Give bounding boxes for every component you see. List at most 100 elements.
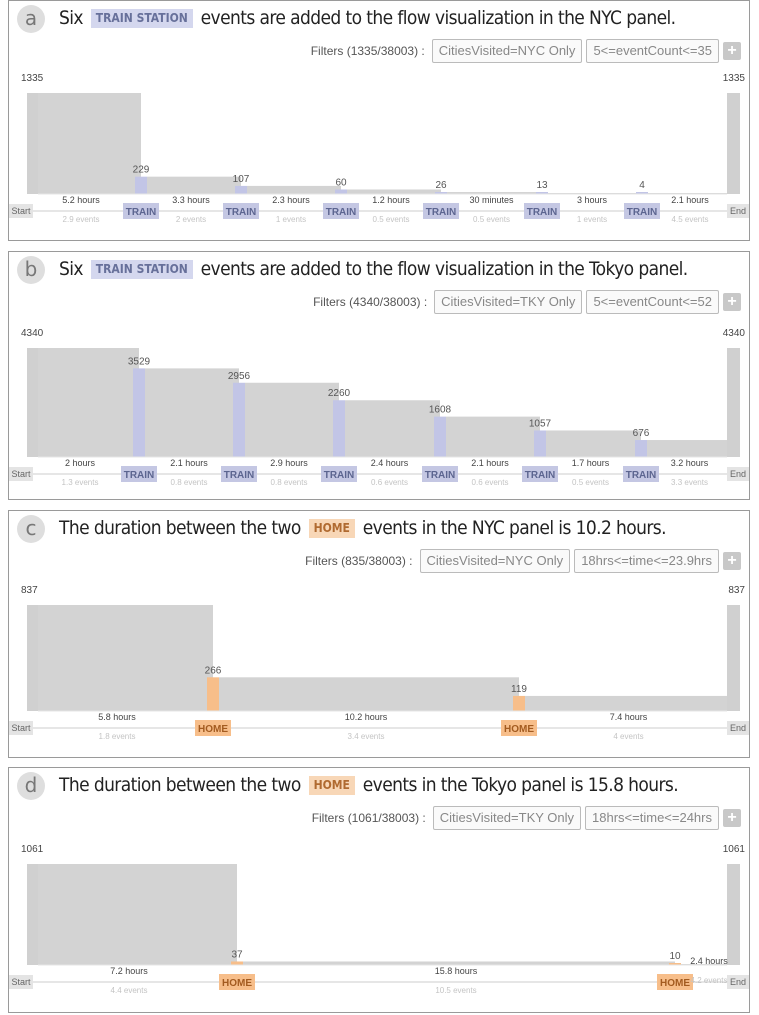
gap-events: 4.4 events [111, 986, 148, 995]
gap-events: 0.5 events [572, 478, 609, 487]
end-node [727, 467, 749, 481]
gap-duration: 2.9 hours [270, 458, 308, 468]
flow-band [345, 400, 440, 457]
end-node-bar [727, 348, 740, 457]
event-node [123, 203, 159, 219]
event-count-label: 26 [435, 180, 447, 191]
event-count-label: 676 [633, 428, 650, 439]
gap-events: 3.4 events [348, 732, 385, 741]
gap-duration: 7.4 hours [610, 712, 648, 722]
event-bar [133, 368, 145, 457]
end-node-bar [727, 864, 740, 965]
total-left: 4340 [21, 328, 44, 339]
filter-bar: Filters (4340/38003) : CitiesVisited=TKY… [313, 290, 741, 314]
gap-events: 0.6 events [472, 478, 509, 487]
filter-count: Filters (1335/38003) : [310, 44, 425, 58]
plus-icon[interactable]: + [723, 552, 741, 570]
filter-count: Filters (1061/38003) : [311, 811, 426, 825]
heading-end: events are added to the flow visualizati… [200, 258, 689, 280]
event-bar [207, 677, 219, 711]
filter-chip-range[interactable]: 5<=eventCount<=35 [586, 39, 719, 63]
flow-band [38, 864, 237, 965]
event-node-label: TRAIN [626, 470, 657, 481]
heading-end: events are added to the flow visualizati… [200, 7, 676, 29]
total-right: 837 [728, 585, 745, 596]
event-node [524, 203, 560, 219]
event-count-label: 10 [669, 951, 681, 962]
plus-icon[interactable]: + [723, 42, 741, 60]
gap-duration: 2.4 hours [371, 458, 409, 468]
flow-band [147, 176, 241, 194]
event-node-label: TRAIN [527, 207, 558, 218]
panel-letter: c [17, 515, 45, 543]
end-label: End [730, 723, 746, 733]
panel-heading: The duration between the two HOME events… [59, 515, 667, 541]
gap-events: 2.9 events [63, 215, 100, 224]
flow-chart: 4340 4340 3529 2956 2260 1608 1057 676 Start End T… [9, 328, 749, 487]
filter-chip-city[interactable]: CitiesVisited=NYC Only [419, 549, 571, 573]
end-node-bar [727, 93, 740, 194]
filter-chip-range[interactable]: 18hrs<=time<=24hrs [585, 806, 719, 830]
event-node [121, 466, 157, 482]
filter-chip-city[interactable]: CitiesVisited=NYC Only [431, 39, 583, 63]
event-tag: HOME [308, 776, 355, 795]
flow-band [525, 695, 727, 711]
event-node-label: HOME [198, 724, 228, 735]
filter-chip-city[interactable]: CitiesVisited=TKY Only [432, 806, 582, 830]
filter-chip-range[interactable]: 5<=eventCount<=52 [586, 290, 719, 314]
filter-chip-range[interactable]: 18hrs<=time<=23.9hrs [574, 549, 719, 573]
gap-duration: 7.2 hours [110, 966, 148, 976]
filter-chip-city[interactable]: CitiesVisited=TKY Only [434, 290, 583, 314]
total-left: 1335 [21, 73, 44, 84]
total-left: 837 [21, 585, 38, 596]
gap-events: 2 events [176, 215, 206, 224]
flow-band [245, 382, 339, 457]
event-count-label: 37 [231, 949, 243, 960]
plus-icon[interactable]: + [723, 809, 741, 827]
panel-header: a Six TRAIN STATION events are added to … [9, 1, 749, 37]
event-bar [231, 961, 243, 965]
event-node-label: HOME [504, 724, 534, 735]
event-node [423, 203, 459, 219]
start-label: Start [11, 206, 31, 216]
panel-heading: Six TRAIN STATION events are added to th… [59, 5, 676, 31]
event-node-label: TRAIN [627, 207, 658, 218]
event-bar [513, 695, 525, 711]
start-node [9, 721, 33, 735]
gap-duration: 2.4 hours [690, 956, 728, 966]
event-bar [534, 430, 546, 457]
event-bar [536, 192, 548, 194]
event-bar [233, 382, 245, 457]
panel-letter: d [17, 772, 45, 800]
event-count-label: 1608 [429, 405, 452, 416]
event-node-label: TRAIN [525, 470, 556, 481]
gap-duration: 1.2 hours [372, 195, 410, 205]
end-node [727, 721, 749, 735]
gap-events: 4.5 events [672, 215, 709, 224]
gap-events: 0.6 events [371, 478, 408, 487]
event-node-label: TRAIN [324, 470, 355, 481]
start-node [9, 467, 33, 481]
total-left: 1061 [21, 844, 44, 855]
event-node [223, 203, 259, 219]
start-label: Start [11, 469, 31, 479]
heading-start: The duration between the two [59, 517, 301, 539]
total-right: 1335 [723, 73, 746, 84]
gap-duration: 15.8 hours [435, 966, 478, 976]
event-count-label: 4 [639, 180, 645, 191]
flow-band [38, 93, 141, 194]
event-count-label: 60 [335, 177, 347, 188]
gap-duration: 5.8 hours [98, 712, 136, 722]
panel-header: b Six TRAIN STATION events are added to … [9, 252, 749, 288]
event-node [422, 466, 458, 482]
event-bar [434, 416, 446, 457]
plus-icon[interactable]: + [723, 293, 741, 311]
event-node [221, 466, 257, 482]
event-count-label: 229 [133, 165, 150, 176]
start-node-bar [27, 605, 38, 711]
start-node [9, 975, 33, 989]
gap-duration: 3 hours [577, 195, 608, 205]
flow-band [647, 440, 727, 457]
start-label: Start [11, 723, 31, 733]
gap-events: 4 events [613, 732, 643, 741]
